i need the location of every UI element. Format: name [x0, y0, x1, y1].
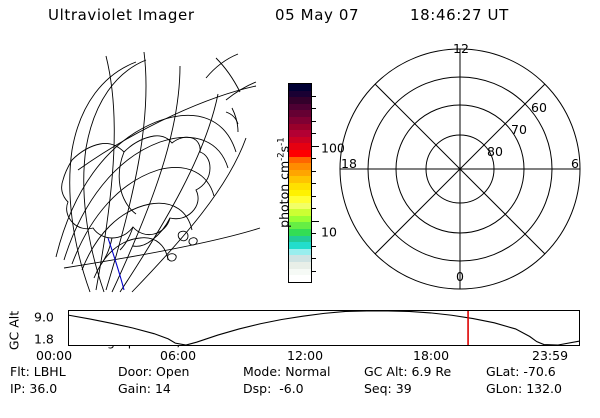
lat-label-60: 60: [531, 100, 547, 115]
colorbar-tick-3: [312, 120, 316, 122]
metadata-footer: Flt: LBHL Door: Open Mode: Normal GC Alt…: [0, 364, 600, 398]
colorbar-tick-13: [312, 245, 316, 247]
colorbar-tick-15: [312, 270, 316, 272]
colorbar-band-3: [289, 103, 311, 111]
meta-dsp: Dsp: -6.0: [243, 381, 304, 396]
colorbar-band-18: [289, 202, 311, 210]
colorbar-unit-exp2: -1: [276, 137, 287, 146]
colorbar-band-17: [289, 196, 311, 203]
strip-y-axis-label: GC Alt: [6, 310, 22, 351]
colorbar-tick-12: [312, 233, 316, 234]
mlt-label-6: 6: [571, 156, 579, 171]
meta-seq: Seq: 39: [364, 381, 412, 396]
colorbar-band-24: [289, 242, 311, 249]
colorbar-band-27: [289, 262, 311, 269]
colorbar-band-28: [289, 268, 311, 276]
colorbar-band-23: [289, 235, 311, 243]
colorbar-band-8: [289, 136, 311, 144]
colorbar-tick-2: [312, 108, 316, 109]
header-bar: Ultraviolet Imager 05 May 07 18:46:27 UT: [0, 6, 600, 30]
strip-xtick-0: 00:00: [36, 348, 73, 363]
orbit-altitude-trace: [68, 310, 580, 346]
colorbar-unit-mid: s: [276, 145, 292, 153]
lat-label-80: 80: [487, 144, 503, 159]
colorbar: 100 10 photon cm-2s-1: [276, 80, 345, 286]
observation-date: 05 May 07: [275, 6, 360, 24]
colorbar-band-19: [289, 209, 311, 216]
instrument-title: Ultraviolet Imager: [48, 6, 195, 24]
strip-plot-area: [68, 310, 580, 346]
colorbar-label-10: 10: [321, 224, 337, 240]
lat-label-70: 70: [511, 122, 527, 137]
colorbar-band-2: [289, 97, 311, 104]
colorbar-gradient: [288, 83, 312, 283]
colorbar-band-7: [289, 130, 311, 137]
colorbar-tick-4: [312, 133, 316, 134]
colorbar-band-11: [289, 156, 311, 164]
strip-xtick-2: 12:00: [287, 348, 324, 363]
colorbar-unit-main: photon cm: [276, 160, 292, 228]
colorbar-band-16: [289, 189, 311, 197]
meta-ip: IP: 36.0: [10, 381, 58, 396]
colorbar-band-29: [289, 275, 311, 282]
colorbar-tick-14: [312, 258, 316, 259]
meta-mode: Mode: Normal: [243, 364, 331, 379]
colorbar-band-13: [289, 169, 311, 177]
colorbar-band-4: [289, 110, 311, 117]
meta-gcalt: GC Alt: 6.9 Re: [364, 364, 452, 379]
strip-ytick-bottom: 1.8: [34, 331, 54, 347]
colorbar-band-20: [289, 215, 311, 223]
strip-xtick-4: 23:59: [532, 348, 569, 363]
colorbar-tick-1: [312, 95, 316, 97]
colorbar-ticks: [312, 83, 319, 283]
geographic-image-panel: Geographic Lat/Lon: [20, 42, 265, 349]
colorbar-band-10: [289, 149, 311, 157]
strip-xtick-1: 06:00: [160, 348, 197, 363]
colorbar-tick-11: [312, 220, 319, 222]
colorbar-band-0: [289, 84, 311, 91]
colorbar-label-100: 100: [321, 140, 345, 156]
mlt-dial: [339, 48, 581, 290]
colorbar-band-21: [289, 222, 311, 230]
observation-time: 18:46:27 UT: [410, 6, 509, 24]
uv-imager-display: Ultraviolet Imager 05 May 07 18:46:27 UT: [0, 6, 600, 398]
mlt-polar-panel: 12 6 0 18 60 70 80 Apex MLat/MLT: [335, 41, 585, 294]
colorbar-band-5: [289, 116, 311, 124]
meta-glat: GLat: -70.6: [486, 364, 556, 379]
colorbar-tick-7: [312, 170, 316, 172]
orbit-strip-chart: GC Alt 9.0 1.8 00:00 06:00 12:00 18:00 2…: [0, 305, 600, 363]
colorbar-tick-9: [312, 195, 316, 197]
colorbar-band-25: [289, 248, 311, 256]
meta-door: Door: Open: [118, 364, 190, 379]
strip-xtick-3: 18:00: [413, 348, 450, 363]
geographic-projection: [55, 51, 261, 293]
colorbar-band-22: [289, 229, 311, 236]
colorbar-band-26: [289, 255, 311, 263]
colorbar-tick-10: [312, 208, 316, 209]
strip-ytick-top: 9.0: [34, 309, 54, 325]
mlt-label-12: 12: [453, 41, 469, 56]
colorbar-tick-8: [312, 183, 316, 184]
meta-gain: Gain: 14: [118, 381, 171, 396]
colorbar-band-1: [289, 90, 311, 98]
colorbar-band-12: [289, 163, 311, 170]
colorbar-tick-5: [312, 145, 319, 147]
meta-glon: GLon: 132.0: [486, 381, 562, 396]
mlt-label-0: 0: [456, 269, 464, 284]
colorbar-band-15: [289, 182, 311, 190]
colorbar-band-6: [289, 123, 311, 131]
colorbar-tick-6: [312, 158, 316, 159]
colorbar-unit-exp1: -2: [276, 152, 287, 161]
mlt-label-18: 18: [341, 156, 357, 171]
colorbar-band-14: [289, 176, 311, 183]
meta-flt: Flt: LBHL: [10, 364, 66, 379]
colorbar-band-9: [289, 143, 311, 150]
